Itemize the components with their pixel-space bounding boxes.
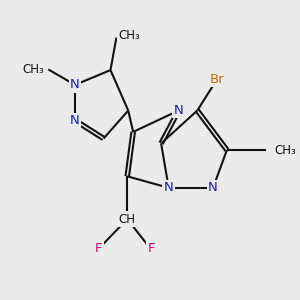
Text: F: F [95, 242, 102, 255]
Text: CH: CH [119, 213, 136, 226]
Text: CH₃: CH₃ [118, 29, 140, 42]
Text: N: N [164, 181, 174, 194]
Text: N: N [174, 104, 183, 117]
Text: N: N [70, 114, 80, 127]
Text: Br: Br [210, 73, 224, 86]
Text: F: F [148, 242, 155, 255]
Text: CH₃: CH₃ [274, 143, 296, 157]
Text: CH₃: CH₃ [22, 63, 44, 76]
Text: N: N [70, 78, 80, 92]
Text: N: N [208, 181, 218, 194]
